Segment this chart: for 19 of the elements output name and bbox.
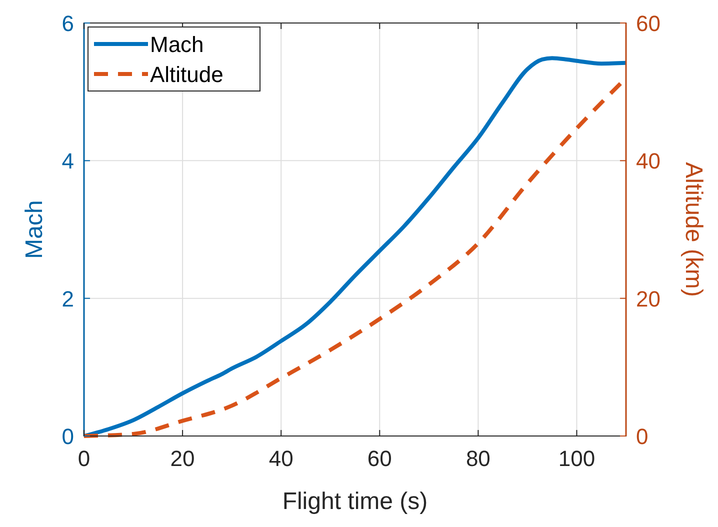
legend-label: Altitude — [150, 62, 224, 87]
y2-tick-label: 40 — [636, 148, 660, 174]
y2-tick-label: 0 — [636, 424, 648, 449]
y-tick-label: 4 — [62, 148, 74, 174]
y-tick-label: 6 — [62, 11, 74, 36]
y-tick-label: 2 — [62, 286, 74, 312]
x-tick-label: 80 — [466, 446, 490, 471]
x-tick-label: 20 — [170, 446, 195, 471]
legend-label: Mach — [150, 32, 204, 57]
y2-tick-label: 20 — [636, 286, 660, 312]
x-tick-label: 60 — [367, 446, 392, 471]
y-axis-title: Mach — [21, 200, 48, 259]
x-tick-label: 100 — [558, 446, 596, 471]
x-tick-label: 0 — [78, 446, 90, 471]
x-tick-label: 40 — [268, 446, 294, 471]
y2-axis-title: Altitude (km) — [680, 162, 707, 297]
y2-tick-label: 60 — [636, 11, 660, 36]
x-axis-title: Flight time (s) — [282, 488, 428, 515]
y-tick-label: 0 — [62, 424, 74, 449]
